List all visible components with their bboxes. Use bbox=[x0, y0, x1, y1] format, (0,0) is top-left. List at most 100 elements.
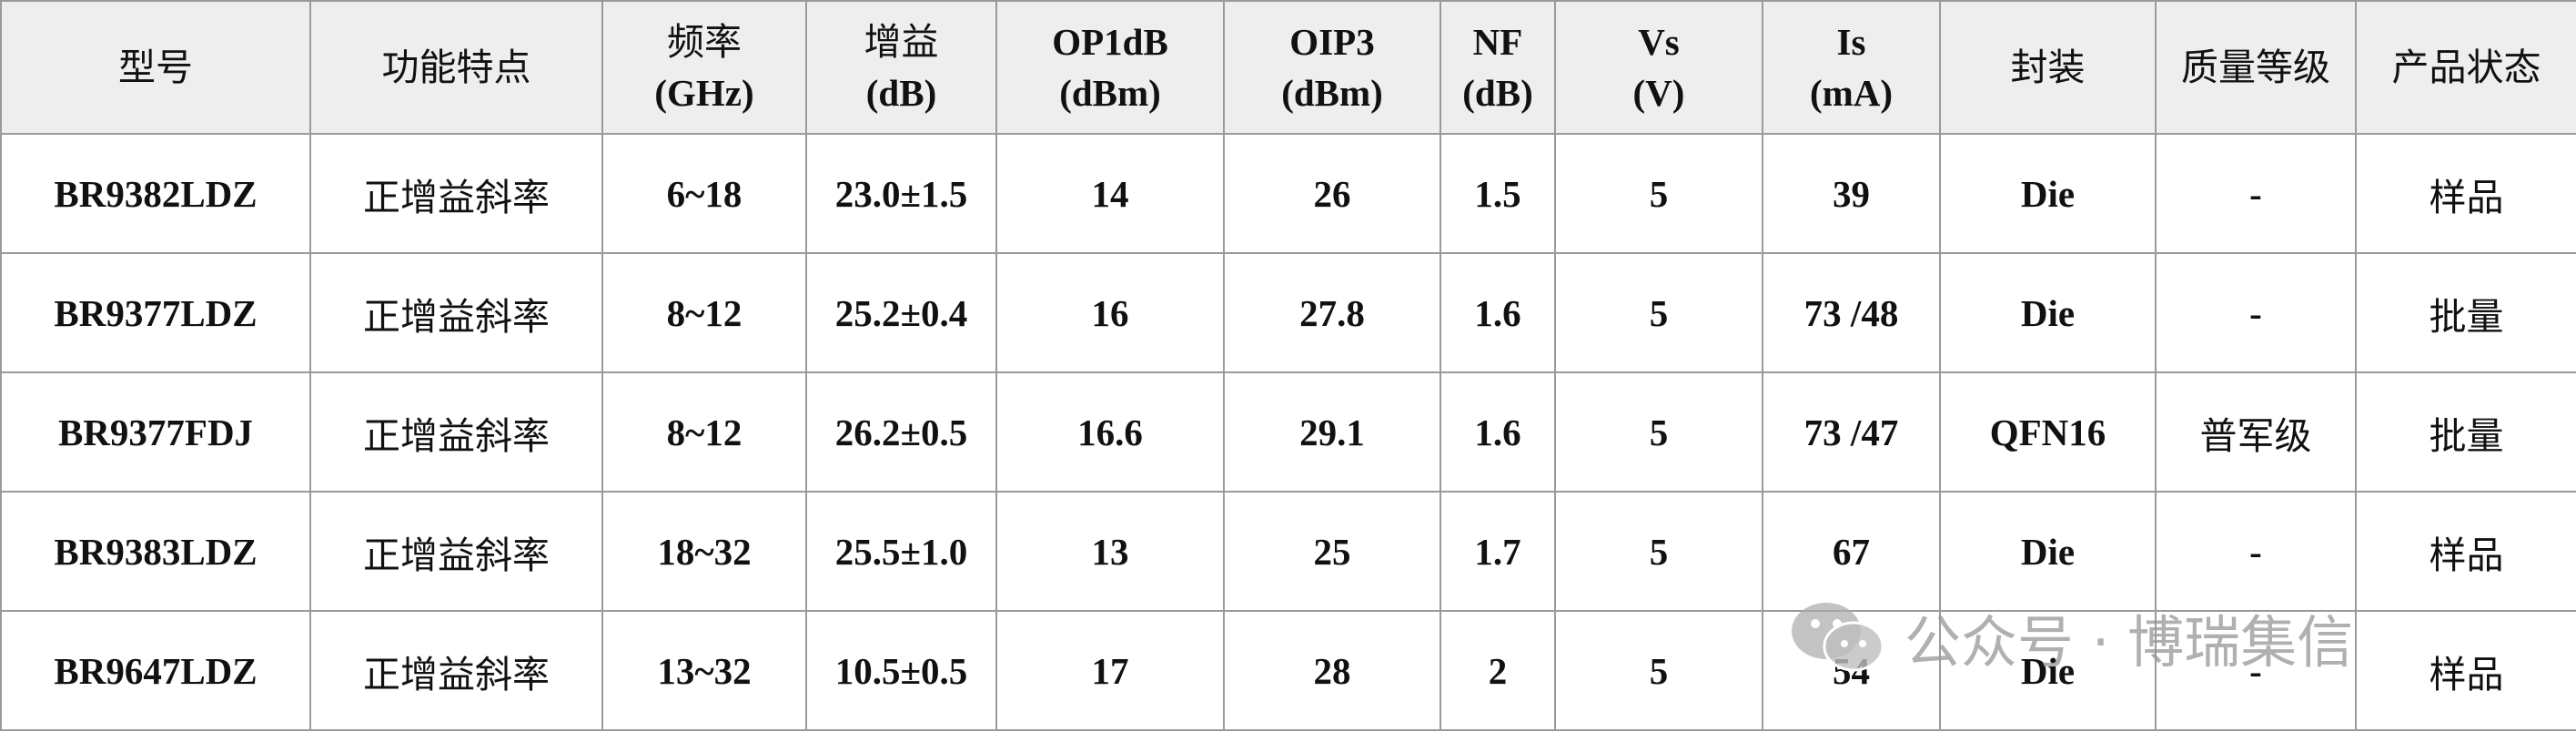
table-cell: 23.0±1.5 bbox=[805, 133, 997, 254]
header-line: (dBm) bbox=[1059, 72, 1161, 114]
header-cell: OIP3 (dBm) bbox=[1223, 0, 1441, 135]
table-cell: 5 bbox=[1554, 371, 1763, 493]
table-cell: - bbox=[2155, 491, 2357, 612]
table-cell: 5 bbox=[1554, 133, 1763, 254]
header-cell: 封装 bbox=[1939, 0, 2157, 135]
header-cell: 增益 (dB) bbox=[805, 0, 997, 135]
table-cell: 正增益斜率 bbox=[309, 252, 603, 373]
table-cell: - bbox=[2155, 610, 2357, 731]
table-cell: 批量 bbox=[2355, 252, 2576, 373]
table-cell: 16.6 bbox=[995, 371, 1225, 493]
header-line: NF bbox=[1472, 21, 1523, 63]
table-cell: BR9377FDJ bbox=[0, 371, 311, 493]
table-cell: 10.5±0.5 bbox=[805, 610, 997, 731]
table-cell: 正增益斜率 bbox=[309, 133, 603, 254]
table-cell: 样品 bbox=[2355, 133, 2576, 254]
table-cell: 5 bbox=[1554, 252, 1763, 373]
wechat-icon bbox=[1792, 603, 1884, 672]
table-cell: 1.7 bbox=[1440, 491, 1556, 612]
table-cell: 1.6 bbox=[1440, 252, 1556, 373]
table-cell: 5 bbox=[1554, 491, 1763, 612]
table-cell: 正增益斜率 bbox=[309, 491, 603, 612]
header-line: OP1dB bbox=[1052, 21, 1168, 63]
header-line: (dB) bbox=[865, 72, 937, 114]
table-cell: 1.5 bbox=[1440, 133, 1556, 254]
table-cell: 普军级 bbox=[2155, 371, 2357, 493]
header-cell: Vs (V) bbox=[1554, 0, 1763, 135]
header-line: 增益 bbox=[864, 21, 939, 63]
header-row: 型号 功能特点 频率 (GHz) 增益 (dB) OP1dB (dBm) OIP3 (dBm) NF… bbox=[0, 0, 2576, 135]
table-cell: 样品 bbox=[2355, 491, 2576, 612]
table-cell: 正增益斜率 bbox=[309, 371, 603, 493]
header-line: Vs bbox=[1638, 21, 1680, 63]
table-cell: 25 bbox=[1223, 491, 1441, 612]
header-cell: OP1dB (dBm) bbox=[995, 0, 1225, 135]
header-line: (V) bbox=[1632, 72, 1685, 114]
table-cell: 14 bbox=[995, 133, 1225, 254]
table-cell: 25.5±1.0 bbox=[805, 491, 997, 612]
table-cell: 67 bbox=[1762, 491, 1941, 612]
watermark-text: 公众号 · 博瑞集信 bbox=[1904, 609, 2354, 676]
table-cell: 18~32 bbox=[601, 491, 807, 612]
header-line: (mA) bbox=[1809, 72, 1894, 114]
table-cell: 6~18 bbox=[601, 133, 807, 254]
header-cell: Is (mA) bbox=[1762, 0, 1941, 135]
table-row: BR9383LDZ 正增益斜率 18~32 25.5±1.0 13 25 1.7 5 67 Die… bbox=[0, 491, 2576, 612]
header-line: Is bbox=[1836, 21, 1866, 63]
header-line: 型号 bbox=[118, 46, 193, 88]
table-cell: Die bbox=[1939, 610, 2157, 731]
table-cell: - bbox=[2155, 133, 2357, 254]
header-cell: 功能特点 bbox=[309, 0, 603, 135]
table-cell: Die bbox=[1939, 133, 2157, 254]
table-cell: QFN16 bbox=[1939, 371, 2157, 493]
table-cell: 26 bbox=[1223, 133, 1441, 254]
table-cell: 1.6 bbox=[1440, 371, 1556, 493]
header-line: (GHz) bbox=[654, 72, 754, 114]
header-line: 封装 bbox=[2010, 46, 2086, 88]
header-cell: NF (dB) bbox=[1440, 0, 1556, 135]
table-cell: 29.1 bbox=[1223, 371, 1441, 493]
header-line: (dB) bbox=[1462, 72, 1533, 114]
table-cell: BR9382LDZ bbox=[0, 133, 311, 254]
header-line: 频率 bbox=[667, 21, 742, 63]
table-cell: 13~32 bbox=[601, 610, 807, 731]
table-cell: - bbox=[2155, 252, 2357, 373]
table-cell: 13 bbox=[995, 491, 1225, 612]
table-cell: 批量 bbox=[2355, 371, 2576, 493]
table-cell: Die bbox=[1939, 491, 2157, 612]
header-cell: 质量等级 bbox=[2155, 0, 2357, 135]
table-cell: 16 bbox=[995, 252, 1225, 373]
table-cell: 25.2±0.4 bbox=[805, 252, 997, 373]
header-cell: 型号 bbox=[0, 0, 311, 135]
header-line: 产品状态 bbox=[2391, 46, 2541, 88]
table-cell: BR9377LDZ bbox=[0, 252, 311, 373]
header-line: 质量等级 bbox=[2181, 46, 2330, 88]
header-line: 功能特点 bbox=[381, 46, 531, 88]
table-row: BR9382LDZ 正增益斜率 6~18 23.0±1.5 14 26 1.5 5 39 Die -… bbox=[0, 133, 2576, 254]
table-cell: 73 /47 bbox=[1762, 371, 1941, 493]
table-cell: 26.2±0.5 bbox=[805, 371, 997, 493]
table-cell: 27.8 bbox=[1223, 252, 1441, 373]
table-cell: 正增益斜率 bbox=[309, 610, 603, 731]
table-cell: 样品 bbox=[2355, 610, 2576, 731]
header-cell: 产品状态 bbox=[2355, 0, 2576, 135]
table-row: BR9377LDZ 正增益斜率 8~12 25.2±0.4 16 27.8 1.6 5 73 /… bbox=[0, 252, 2576, 373]
table-cell: 28 bbox=[1223, 610, 1441, 731]
table-row: BR9377FDJ 正增益斜率 8~12 26.2±0.5 16.6 29.1 1.6 5 73… bbox=[0, 371, 2576, 493]
header-line: OIP3 bbox=[1289, 21, 1375, 63]
table-cell: 5 bbox=[1554, 610, 1763, 731]
header-cell: 频率 (GHz) bbox=[601, 0, 807, 135]
table-cell: 8~12 bbox=[601, 252, 807, 373]
table-cell: BR9383LDZ bbox=[0, 491, 311, 612]
table-cell: 8~12 bbox=[601, 371, 807, 493]
table-cell: 2 bbox=[1440, 610, 1556, 731]
table-cell: 73 /48 bbox=[1762, 252, 1941, 373]
table-cell: Die bbox=[1939, 252, 2157, 373]
table-cell: BR9647LDZ bbox=[0, 610, 311, 731]
header-line: (dBm) bbox=[1281, 72, 1383, 114]
table-cell: 39 bbox=[1762, 133, 1941, 254]
table-cell: 17 bbox=[995, 610, 1225, 731]
